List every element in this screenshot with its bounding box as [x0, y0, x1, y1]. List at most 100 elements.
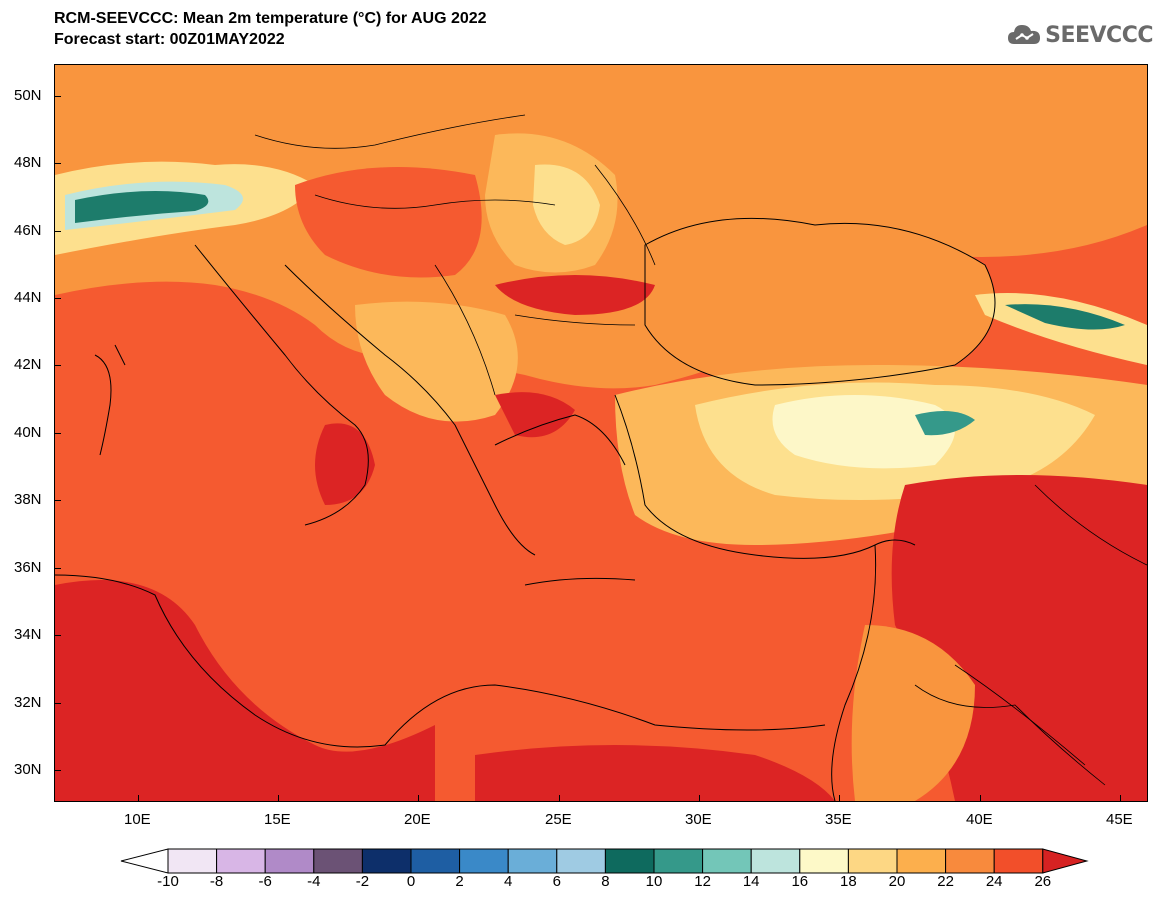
map-title: RCM-SEEVCCC: Mean 2m temperature (°C) fo…	[54, 10, 487, 27]
colorbar-tick-label: 16	[791, 873, 809, 890]
lon-label: 45E	[1106, 811, 1133, 828]
colorbar-over-triangle	[1042, 848, 1089, 874]
colorbar-segment	[702, 848, 752, 874]
lat-tick	[54, 770, 61, 771]
colorbar-segment	[361, 848, 412, 874]
danube-hot	[495, 275, 655, 315]
colorbar-segment	[264, 848, 315, 874]
jordan-warm	[851, 625, 975, 801]
colorbar-segment	[750, 848, 801, 874]
lon-tick	[1120, 795, 1121, 802]
colorbar-tick-label: 26	[1034, 873, 1052, 890]
colorbar-segment	[167, 848, 218, 874]
lat-tick	[54, 635, 61, 636]
lat-tick	[54, 365, 61, 366]
seevccc-logo: SEEVCCC	[1007, 22, 1153, 48]
caucasus-cold	[1005, 304, 1125, 330]
caucasus-cool	[975, 293, 1147, 365]
colorbar-tick-label: -4	[307, 873, 321, 890]
colorbar-tick-label: 0	[406, 873, 416, 890]
colorbar-tick-label: -10	[157, 873, 179, 890]
colorbar-segment	[216, 848, 266, 874]
lat-tick	[54, 163, 61, 164]
alps-coldest	[75, 191, 209, 223]
lat-label: 32N	[14, 694, 42, 711]
lon-tick	[278, 795, 279, 802]
lat-tick	[54, 231, 61, 232]
colorbar-tick-label: 10	[645, 873, 663, 890]
balkan-mild	[355, 301, 518, 422]
colorbar-under-triangle	[120, 848, 169, 874]
colorbar-tick-label: 20	[888, 873, 906, 890]
lat-label: 42N	[14, 356, 42, 373]
north-africa-hot	[55, 580, 435, 801]
map-canvas	[55, 65, 1147, 801]
colorbar	[120, 848, 1089, 874]
cloud-icon	[1008, 25, 1041, 44]
colorbar-tick-label: 4	[504, 873, 513, 890]
coastlines	[55, 217, 996, 801]
lat-label: 30N	[14, 761, 42, 778]
colorbar-segment	[459, 848, 509, 874]
anatolia-coldest	[915, 411, 975, 436]
lat-label: 38N	[14, 491, 42, 508]
lon-tick	[980, 795, 981, 802]
borders	[254, 114, 1147, 786]
colorbar-tick-label: -8	[209, 873, 224, 890]
pannonian-hot	[295, 167, 482, 278]
forecast-start: Forecast start: 00Z01MAY2022	[54, 31, 285, 48]
lon-label: 30E	[685, 811, 712, 828]
colorbar-segment	[410, 848, 461, 874]
colorbar-tick-label: 12	[694, 873, 711, 890]
lon-tick	[699, 795, 700, 802]
colorbar-segment	[556, 848, 606, 874]
egypt-hot	[475, 745, 835, 801]
colorbar-segment	[993, 848, 1044, 874]
lon-label: 35E	[825, 811, 852, 828]
lon-tick	[839, 795, 840, 802]
colorbar-segment	[653, 848, 704, 874]
colorbar-tick-label: 14	[742, 873, 760, 890]
lat-label: 46N	[14, 222, 42, 239]
colorbar-tick-label: 6	[552, 873, 561, 890]
temperature-map	[54, 64, 1148, 802]
lat-tick	[54, 500, 61, 501]
lat-tick	[54, 568, 61, 569]
colorbar-segment	[896, 848, 947, 874]
lon-label: 15E	[264, 811, 291, 828]
colorbar-segment	[847, 848, 898, 874]
colorbar-segment	[604, 848, 655, 874]
lat-label: 40N	[14, 424, 42, 441]
lon-label: 40E	[966, 811, 993, 828]
colorbar-segment	[799, 848, 849, 874]
lon-label: 25E	[545, 811, 572, 828]
lon-tick	[418, 795, 419, 802]
lat-label: 36N	[14, 559, 42, 576]
lat-tick	[54, 96, 61, 97]
black-sea-field	[645, 218, 995, 385]
title-block: RCM-SEEVCCC: Mean 2m temperature (°C) fo…	[54, 8, 487, 50]
colorbar-segment	[313, 848, 363, 874]
lat-label: 34N	[14, 626, 42, 643]
lat-tick	[54, 703, 61, 704]
colorbar-tick-label: 24	[985, 873, 1003, 890]
colorbar-segment	[945, 848, 995, 874]
aegean-hot	[495, 392, 575, 438]
colorbar-tick-label: -6	[258, 873, 272, 890]
colorbar-tick-label: 22	[937, 873, 954, 890]
lon-label: 20E	[404, 811, 431, 828]
colorbar-tick-label: 8	[601, 873, 610, 890]
lon-tick	[138, 795, 139, 802]
logo-text: SEEVCCC	[1045, 22, 1153, 48]
lon-label: 10E	[124, 811, 151, 828]
lat-tick	[54, 433, 61, 434]
lon-tick	[559, 795, 560, 802]
lat-label: 50N	[14, 87, 42, 104]
lat-label: 48N	[14, 154, 42, 171]
anatolia-cold	[772, 395, 955, 469]
colorbar-tick-label: 2	[455, 873, 464, 890]
colorbar-tick-label: -2	[355, 873, 370, 890]
carpathian-cold	[533, 164, 600, 245]
colorbar-segment	[507, 848, 558, 874]
tyrrhenian-hot	[315, 423, 375, 505]
